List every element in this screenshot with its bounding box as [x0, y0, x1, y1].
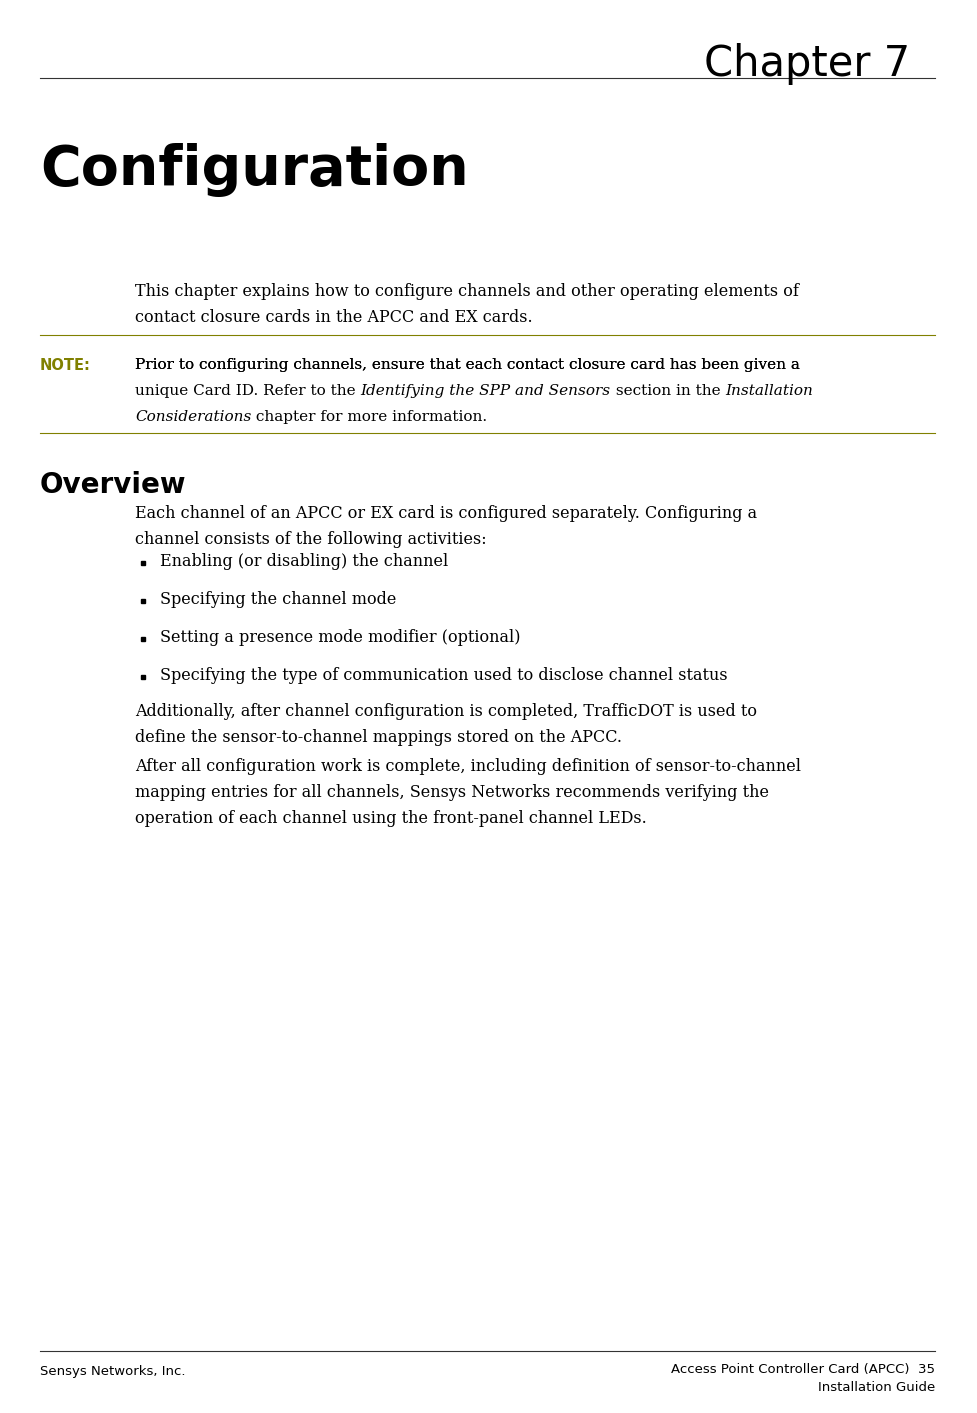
Text: Identifying the SPP and Sensors: Identifying the SPP and Sensors [361, 384, 611, 398]
Text: section in the: section in the [611, 384, 725, 398]
Text: Enabling (or disabling) the channel: Enabling (or disabling) the channel [160, 552, 448, 569]
Text: Overview: Overview [40, 471, 187, 499]
Text: Configuration: Configuration [40, 143, 469, 196]
Text: After all configuration work is complete, including definition of sensor-to-chan: After all configuration work is complete… [135, 757, 801, 774]
Text: Access Point Controller Card (APCC)  35: Access Point Controller Card (APCC) 35 [671, 1364, 935, 1376]
Text: unique Card ID. Refer to the: unique Card ID. Refer to the [135, 384, 361, 398]
Text: Considerations: Considerations [135, 410, 251, 424]
Text: Installation: Installation [725, 384, 813, 398]
Text: Prior to configuring channels, ensure that each contact closure card has been gi: Prior to configuring channels, ensure th… [135, 357, 800, 372]
Text: Specifying the type of communication used to disclose channel status: Specifying the type of communication use… [160, 667, 728, 684]
Text: define the sensor-to-channel mappings stored on the APCC.: define the sensor-to-channel mappings st… [135, 729, 622, 746]
Text: Setting a presence mode modifier (optional): Setting a presence mode modifier (option… [160, 629, 521, 646]
Text: Additionally, after channel configuration is completed, TrafficDOT is used to: Additionally, after channel configuratio… [135, 704, 757, 721]
Text: contact closure cards in the APCC and EX cards.: contact closure cards in the APCC and EX… [135, 309, 532, 326]
Text: mapping entries for all channels, Sensys Networks recommends verifying the: mapping entries for all channels, Sensys… [135, 784, 769, 801]
Text: NOTE:: NOTE: [40, 357, 91, 373]
Text: chapter for more information.: chapter for more information. [251, 410, 488, 424]
Text: Prior to configuring channels, ensure that each contact closure card has been gi: Prior to configuring channels, ensure th… [135, 357, 800, 372]
Text: Chapter 7: Chapter 7 [703, 42, 910, 85]
Text: Sensys Networks, Inc.: Sensys Networks, Inc. [40, 1365, 186, 1378]
Text: This chapter explains how to configure channels and other operating elements of: This chapter explains how to configure c… [135, 283, 799, 300]
Text: Each channel of an APCC or EX card is configured separately. Configuring a: Each channel of an APCC or EX card is co… [135, 504, 757, 521]
Text: Specifying the channel mode: Specifying the channel mode [160, 591, 397, 608]
Text: Installation Guide: Installation Guide [818, 1381, 935, 1395]
Text: channel consists of the following activities:: channel consists of the following activi… [135, 531, 487, 548]
Text: operation of each channel using the front-panel channel LEDs.: operation of each channel using the fron… [135, 810, 647, 827]
